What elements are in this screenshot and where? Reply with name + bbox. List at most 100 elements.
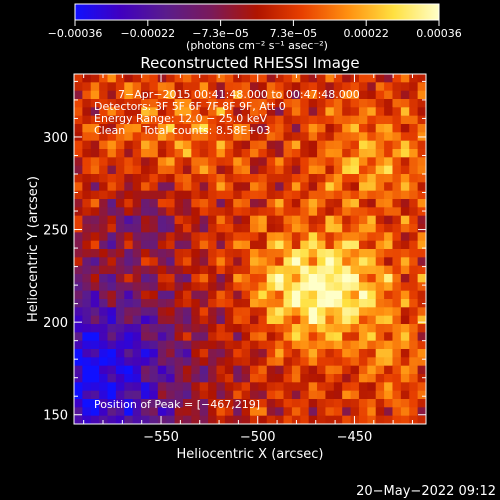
heatmap-cell xyxy=(174,399,184,408)
heatmap-cell xyxy=(132,157,142,167)
heatmap-cell xyxy=(157,115,167,125)
heatmap-cell xyxy=(375,349,385,358)
heatmap-cell xyxy=(400,365,410,375)
heatmap-cell xyxy=(375,174,385,183)
heatmap-cell xyxy=(325,82,335,92)
heatmap-cell xyxy=(308,365,318,375)
heatmap-cell xyxy=(99,365,109,375)
heatmap-cell xyxy=(350,182,360,192)
heatmap-cell xyxy=(350,249,360,258)
heatmap-cell xyxy=(250,124,259,133)
heatmap-cell xyxy=(166,274,176,283)
heatmap-cell xyxy=(367,199,377,208)
colorbar-tick-label: 0.00022 xyxy=(343,27,389,40)
heatmap-cell xyxy=(224,307,234,317)
heatmap-cell xyxy=(149,340,159,350)
heatmap-cell xyxy=(258,357,268,367)
heatmap-cell xyxy=(233,307,243,317)
heatmap-cell xyxy=(275,90,285,100)
heatmap-cell xyxy=(132,140,142,150)
heatmap-cell xyxy=(149,149,159,158)
heatmap-cell xyxy=(157,290,167,300)
heatmap-cell xyxy=(149,107,159,117)
heatmap-cell xyxy=(107,207,117,217)
heatmap-cell xyxy=(157,349,167,358)
heatmap-cell xyxy=(392,215,402,225)
heatmap-cell xyxy=(266,282,276,292)
heatmap-cell xyxy=(266,165,276,175)
heatmap-cell xyxy=(291,115,301,125)
heatmap-cell xyxy=(216,349,226,358)
heatmap-cell xyxy=(166,349,176,358)
heatmap-cell xyxy=(224,257,234,267)
heatmap-cell xyxy=(216,307,226,317)
heatmap-cell xyxy=(317,115,327,125)
heatmap-cell xyxy=(99,157,109,167)
heatmap-cell xyxy=(358,157,368,167)
heatmap-cell xyxy=(182,224,192,233)
heatmap-cell xyxy=(157,74,167,83)
heatmap-cell xyxy=(233,115,243,125)
heatmap-cell xyxy=(384,382,394,392)
heatmap-cell xyxy=(157,315,167,325)
heatmap-cell xyxy=(191,82,201,92)
heatmap-cell xyxy=(166,90,176,100)
heatmap-cell xyxy=(266,299,276,308)
heatmap-cell xyxy=(74,349,83,358)
heatmap-cell xyxy=(224,349,234,358)
heatmap-cell xyxy=(409,207,419,217)
heatmap-cell xyxy=(174,415,184,424)
heatmap-cell xyxy=(417,274,426,283)
heatmap-cell xyxy=(291,390,301,400)
heatmap-cell xyxy=(392,165,402,175)
heatmap-cell xyxy=(216,99,226,108)
heatmap-cell xyxy=(82,224,92,233)
heatmap-cell xyxy=(191,90,201,100)
heatmap-cell xyxy=(266,274,276,283)
heatmap-cell xyxy=(417,224,426,233)
heatmap-cell xyxy=(384,415,394,424)
heatmap-cell xyxy=(99,132,109,142)
heatmap-cell xyxy=(107,415,117,424)
heatmap-cell xyxy=(233,224,243,233)
heatmap-cell xyxy=(275,124,285,133)
heatmap-cell xyxy=(258,307,268,317)
heatmap-cell xyxy=(74,140,83,150)
heatmap-cell xyxy=(174,149,184,158)
heatmap-cell xyxy=(115,365,125,375)
heatmap-cell xyxy=(224,140,234,150)
heatmap-cell xyxy=(375,207,385,217)
heatmap-cell xyxy=(224,390,234,400)
heatmap-cell xyxy=(392,299,402,308)
heatmap-cell xyxy=(166,324,176,333)
heatmap-cell xyxy=(258,174,268,183)
heatmap-cell xyxy=(266,157,276,167)
heatmap-cell xyxy=(342,349,352,358)
heatmap-cell xyxy=(325,107,335,117)
heatmap-cell xyxy=(308,215,318,225)
heatmap-cell xyxy=(216,265,226,275)
heatmap-cell xyxy=(174,207,184,217)
heatmap-cell xyxy=(115,124,125,133)
heatmap-cell xyxy=(266,232,276,242)
heatmap-cell xyxy=(107,149,117,158)
heatmap-cell xyxy=(182,107,192,117)
heatmap-cell xyxy=(258,190,268,200)
heatmap-cell xyxy=(409,415,419,424)
heatmap-cell xyxy=(291,124,301,133)
heatmap-cell xyxy=(275,207,285,217)
heatmap-cell xyxy=(82,82,92,92)
heatmap-cell xyxy=(417,407,426,417)
heatmap-cell xyxy=(258,124,268,133)
heatmap-cell xyxy=(166,374,176,383)
heatmap-cell xyxy=(409,340,419,350)
heatmap-cell xyxy=(157,82,167,92)
heatmap-cell xyxy=(99,165,109,175)
heatmap-cell xyxy=(384,74,394,83)
heatmap-cell xyxy=(291,307,301,317)
heatmap-cell xyxy=(115,415,125,424)
heatmap-cell xyxy=(325,157,335,167)
heatmap-cell xyxy=(199,257,209,267)
heatmap-cell xyxy=(166,107,176,117)
heatmap-cell xyxy=(275,382,285,392)
